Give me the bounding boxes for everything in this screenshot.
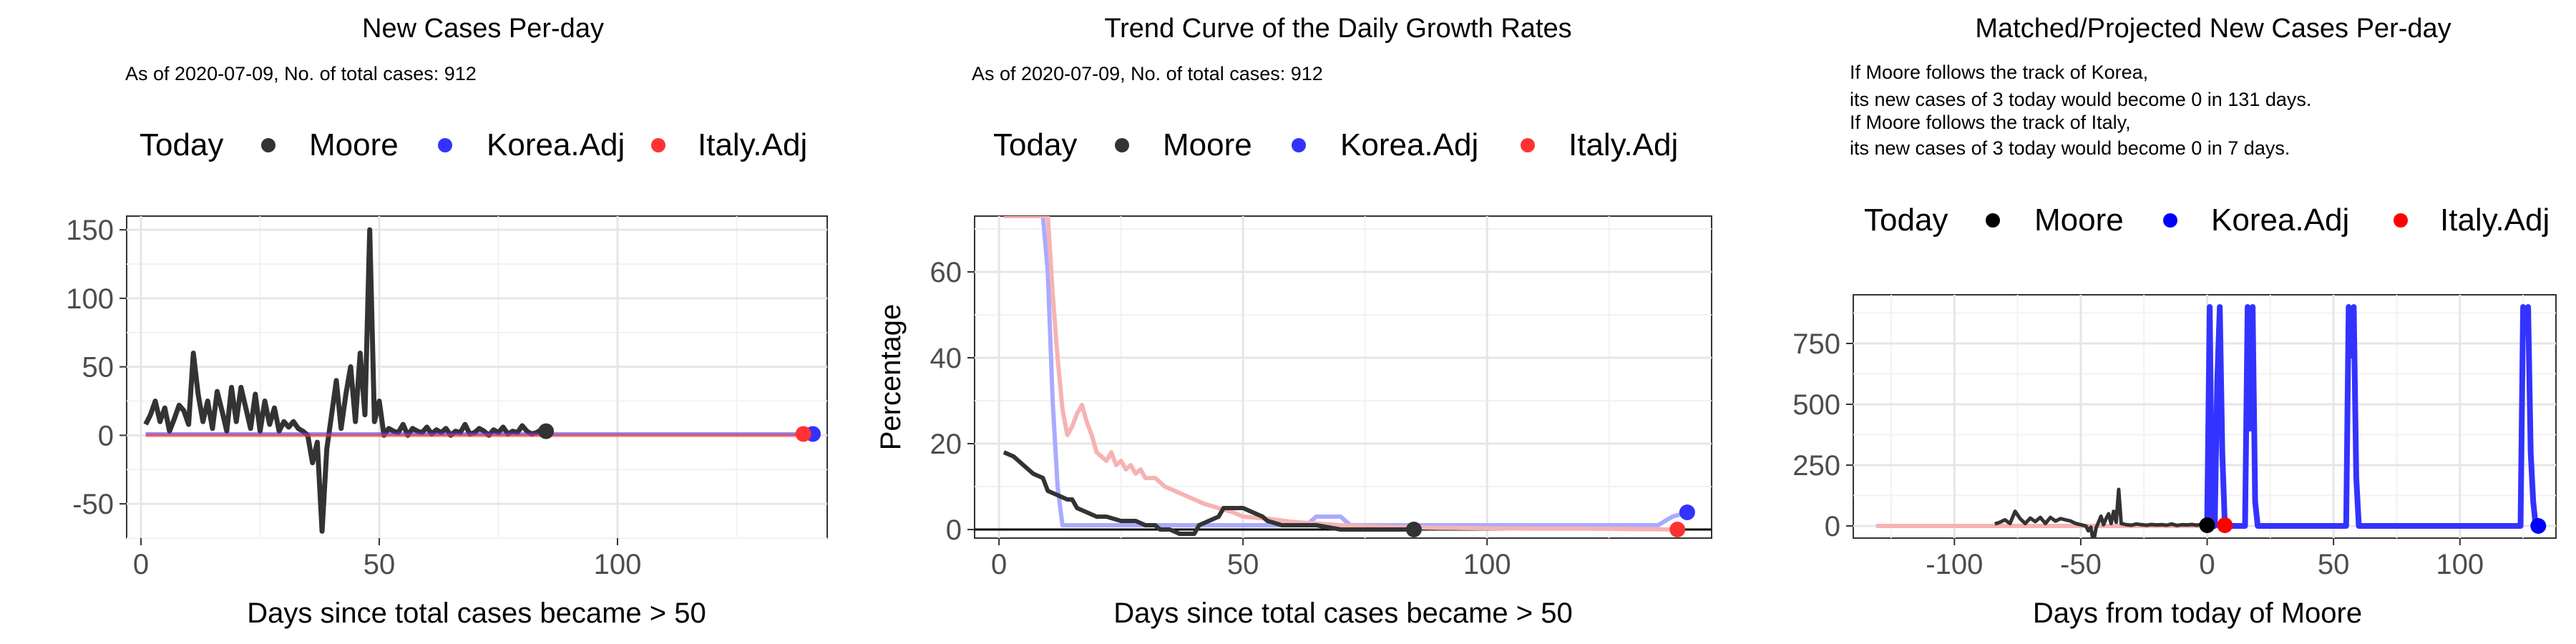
y-axis: 0 250 500 750 xyxy=(1792,328,1853,542)
legend-title: Today xyxy=(1864,203,1948,238)
today-point-korea-adj xyxy=(2530,518,2547,534)
series-layer xyxy=(143,227,813,534)
annotation-line: If Moore follows the track of Korea, xyxy=(1850,62,2148,83)
annotation-line: its new cases of 3 today would become 0 … xyxy=(1850,137,2290,159)
y-tick-label: 60 xyxy=(930,257,962,288)
legend: Today Moore Korea.Adj Italy.Adj xyxy=(993,127,1678,162)
legend-label-korea: Korea.Adj xyxy=(487,127,625,162)
x-tick-label: 0 xyxy=(991,549,1007,580)
points-layer xyxy=(1405,504,1695,537)
series-line-moore xyxy=(143,227,547,534)
x-tick-label: -100 xyxy=(1926,549,1983,580)
x-axis: 0 50 100 xyxy=(133,538,641,580)
y-tick-label: 20 xyxy=(930,429,962,460)
legend-key-moore xyxy=(1986,213,2000,228)
panel-projected-cases: Matched/Projected New Cases Per-day If M… xyxy=(1792,14,2557,629)
x-axis: -100 -50 0 50 100 xyxy=(1926,538,2484,580)
legend-key-korea xyxy=(438,138,452,152)
y-tick-label: 150 xyxy=(66,215,114,246)
legend-label-italy: Italy.Adj xyxy=(2440,203,2550,238)
legend-label-korea: Korea.Adj xyxy=(2211,203,2349,238)
legend-label-moore: Moore xyxy=(1163,127,1252,162)
today-point-moore xyxy=(2199,517,2215,533)
today-point-italy-adj xyxy=(795,426,811,442)
points-layer xyxy=(538,423,821,442)
y-tick-label: 500 xyxy=(1792,389,1840,421)
legend-title: Today xyxy=(993,127,1077,162)
legend: Today Moore Korea.Adj Italy.Adj xyxy=(140,127,807,162)
y-tick-label: 250 xyxy=(1792,450,1840,482)
plot-panel xyxy=(126,215,828,539)
y-axis-label: Percentage xyxy=(875,304,907,451)
panel-growth-rates: Trend Curve of the Daily Growth Rates As… xyxy=(875,14,1712,629)
y-tick-label: 750 xyxy=(1792,328,1840,360)
y-tick-label: 0 xyxy=(1825,511,1840,542)
series-line-moore xyxy=(1994,487,2207,538)
chart-subtitle: As of 2020-07-09, No. of total cases: 91… xyxy=(125,63,477,84)
y-tick-label: 0 xyxy=(98,420,114,452)
x-tick-label: 50 xyxy=(1227,549,1259,580)
y-tick-label: 0 xyxy=(946,514,962,546)
chart-title: Trend Curve of the Daily Growth Rates xyxy=(1104,14,1571,44)
chart-title: Matched/Projected New Cases Per-day xyxy=(1975,14,2451,44)
annotation: If Moore follows the track of Korea, its… xyxy=(1850,62,2311,159)
x-tick-label: 0 xyxy=(2199,549,2215,580)
today-point-korea-adj xyxy=(1679,504,1695,520)
legend-key-italy xyxy=(651,138,665,152)
y-axis: 0 20 40 60 xyxy=(930,257,975,546)
y-tick-label: 40 xyxy=(930,343,962,374)
x-axis-label: Days since total cases became > 50 xyxy=(247,597,706,629)
x-tick-label: 50 xyxy=(2318,549,2350,580)
legend-key-moore xyxy=(1115,138,1129,152)
legend-label-italy: Italy.Adj xyxy=(698,127,807,162)
x-tick-label: 0 xyxy=(133,549,149,580)
series-lines xyxy=(1002,216,1688,536)
chart-subtitle: As of 2020-07-09, No. of total cases: 91… xyxy=(972,63,1323,84)
legend-title: Today xyxy=(140,127,223,162)
today-point-moore xyxy=(538,423,555,439)
y-tick-label: -50 xyxy=(72,489,114,520)
today-point-italy-adj xyxy=(1669,522,1686,537)
legend-key-italy xyxy=(2394,213,2408,228)
x-tick-label: -50 xyxy=(2060,549,2102,580)
x-tick-label: 100 xyxy=(1463,549,1511,580)
y-tick-label: 100 xyxy=(66,283,114,315)
legend-key-korea xyxy=(1292,138,1306,152)
legend-label-moore: Moore xyxy=(309,127,399,162)
points-layer xyxy=(2199,517,2547,534)
panel-new-cases: New Cases Per-day As of 2020-07-09, No. … xyxy=(66,14,828,629)
today-point-moore xyxy=(1405,522,1422,537)
annotation-line: If Moore follows the track of Italy, xyxy=(1850,112,2131,133)
legend-key-italy xyxy=(1521,138,1535,152)
legend-label-korea: Korea.Adj xyxy=(1340,127,1478,162)
legend-label-italy: Italy.Adj xyxy=(1568,127,1678,162)
legend-label-moore: Moore xyxy=(2034,203,2124,238)
x-axis-label: Days since total cases became > 50 xyxy=(1113,597,1572,629)
legend-key-moore xyxy=(261,138,275,152)
x-tick-label: 50 xyxy=(364,549,396,580)
series-lines xyxy=(143,227,813,534)
series-line-italy-adj xyxy=(1003,216,1678,532)
y-tick-label: 50 xyxy=(82,352,114,384)
annotation-line: its new cases of 3 today would become 0 … xyxy=(1850,89,2311,110)
y-axis: -50 0 50 100 150 xyxy=(66,215,127,520)
chart-title: New Cases Per-day xyxy=(362,14,604,44)
plot-panel xyxy=(974,215,1712,539)
series-line-moore xyxy=(1002,450,1414,536)
series-layer xyxy=(975,216,1712,536)
x-tick-label: 100 xyxy=(594,549,642,580)
x-tick-label: 100 xyxy=(2436,549,2484,580)
today-point-italy-adj xyxy=(2217,517,2233,533)
legend-key-korea xyxy=(2163,213,2177,228)
x-axis-label: Days from today of Moore xyxy=(2033,597,2362,629)
legend: Today Moore Korea.Adj Italy.Adj xyxy=(1864,203,2550,238)
x-axis: 0 50 100 xyxy=(991,538,1511,580)
